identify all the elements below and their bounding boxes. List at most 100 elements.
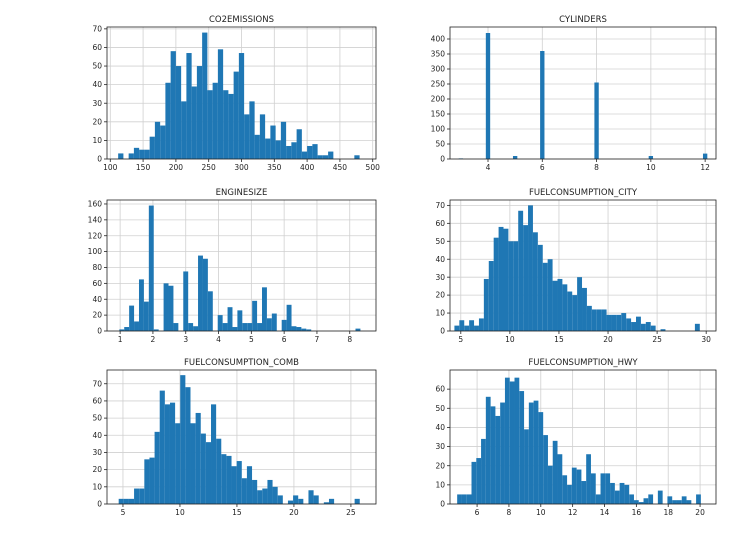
y-tick-label: 10 bbox=[92, 136, 102, 145]
x-tick-label: 500 bbox=[366, 163, 381, 172]
y-tick-label: 0 bbox=[97, 500, 102, 509]
axes-frame bbox=[449, 26, 717, 160]
y-tick-label: 60 bbox=[92, 279, 102, 288]
histogram-bar bbox=[469, 320, 475, 331]
histogram-bar bbox=[222, 323, 228, 331]
subplot-title: CO2EMISSIONS bbox=[209, 15, 274, 25]
y-tick-label: 350 bbox=[431, 50, 446, 59]
histogram-bar bbox=[495, 415, 501, 504]
y-tick-label: 10 bbox=[92, 482, 102, 491]
histogram-bar bbox=[454, 325, 460, 331]
histogram-bar bbox=[657, 490, 663, 504]
histogram-bar bbox=[307, 145, 313, 159]
histogram-bar bbox=[232, 327, 238, 331]
histogram-bar bbox=[272, 486, 278, 504]
y-tick-label: 50 bbox=[435, 140, 445, 149]
histogram-bar bbox=[207, 90, 213, 159]
y-tick-label: 100 bbox=[88, 247, 103, 256]
histogram-bar bbox=[175, 423, 181, 504]
y-tick-label: 120 bbox=[88, 231, 103, 240]
x-tick-label: 200 bbox=[169, 163, 184, 172]
histogram-bar bbox=[459, 320, 465, 331]
histogram-bar bbox=[621, 313, 627, 331]
y-tick-label: 40 bbox=[435, 423, 445, 432]
histogram-bar bbox=[169, 402, 176, 504]
histogram-bar bbox=[547, 259, 553, 331]
histogram-bar bbox=[538, 412, 544, 504]
histogram-bar bbox=[233, 71, 239, 159]
y-tick-label: 80 bbox=[92, 263, 102, 272]
histogram-bar bbox=[513, 241, 519, 331]
histogram-bar bbox=[524, 429, 529, 504]
histogram-bar bbox=[328, 151, 334, 159]
x-tick-label: 5 bbox=[458, 335, 463, 344]
histogram-bar bbox=[543, 435, 548, 504]
histogram-bar bbox=[594, 82, 599, 159]
histogram-bar bbox=[149, 136, 155, 159]
histogram-bar bbox=[144, 459, 150, 504]
x-tick-label: 16 bbox=[632, 508, 642, 517]
x-tick-label: 20 bbox=[289, 508, 299, 517]
x-tick-label: 5 bbox=[249, 335, 254, 344]
histogram-bar bbox=[244, 114, 250, 159]
histogram-bar bbox=[186, 53, 192, 159]
x-tick-label: 1 bbox=[118, 335, 123, 344]
histogram-bar bbox=[231, 466, 237, 504]
histogram-bar bbox=[610, 482, 615, 504]
histogram-bar bbox=[168, 285, 174, 331]
histogram-bar bbox=[118, 153, 124, 159]
histogram-bar bbox=[481, 438, 486, 504]
histogram-bar bbox=[265, 138, 271, 159]
histogram-bar bbox=[572, 295, 578, 331]
histogram-bar bbox=[119, 329, 125, 331]
histogram-bar bbox=[128, 153, 134, 159]
x-tick-label: 10 bbox=[505, 335, 515, 344]
y-tick-label: 100 bbox=[431, 125, 446, 134]
histogram-bar bbox=[552, 440, 558, 504]
histogram-bar bbox=[170, 51, 176, 159]
histogram-bar bbox=[523, 225, 529, 331]
histogram-bar bbox=[614, 490, 620, 504]
histogram-bar bbox=[277, 495, 283, 504]
x-tick-label: 5 bbox=[121, 508, 126, 517]
histogram-bar bbox=[504, 377, 510, 504]
x-tick-label: 12 bbox=[568, 508, 578, 517]
histogram-bar bbox=[226, 455, 232, 504]
histogram-bar bbox=[296, 129, 302, 159]
y-tick-label: 20 bbox=[435, 461, 445, 470]
subplot-title: ENGINESIZE bbox=[216, 188, 268, 198]
histogram-bar bbox=[242, 323, 248, 331]
histogram-bar bbox=[198, 255, 203, 331]
histogram-bar bbox=[660, 329, 666, 331]
histogram-bar bbox=[205, 442, 212, 504]
histogram-bar bbox=[144, 149, 150, 159]
histogram-bar bbox=[133, 147, 140, 159]
histogram-bar bbox=[291, 326, 297, 331]
histogram-bar bbox=[139, 149, 145, 159]
histogram-bar bbox=[148, 205, 154, 331]
y-tick-label: 50 bbox=[92, 62, 102, 71]
histogram-bar bbox=[317, 155, 323, 159]
histogram-bar bbox=[567, 484, 572, 504]
y-tick-label: 30 bbox=[92, 448, 102, 457]
histogram-bar bbox=[488, 261, 494, 331]
histogram-bar bbox=[247, 323, 253, 331]
histogram-bar bbox=[645, 322, 651, 331]
histogram-bar bbox=[181, 101, 187, 159]
histogram-bar bbox=[640, 323, 646, 331]
y-tick-label: 0 bbox=[97, 155, 102, 164]
y-tick-label: 30 bbox=[435, 273, 445, 282]
histogram-bar bbox=[696, 494, 701, 504]
histogram-bar bbox=[667, 496, 673, 504]
x-tick-label: 10 bbox=[175, 508, 185, 517]
y-tick-label: 0 bbox=[97, 327, 102, 336]
y-tick-label: 20 bbox=[92, 311, 102, 320]
histogram-bar bbox=[512, 156, 518, 159]
histogram-bar bbox=[457, 494, 462, 504]
y-tick-label: 50 bbox=[435, 237, 445, 246]
histogram-bar bbox=[123, 498, 129, 504]
histogram-bar bbox=[216, 438, 222, 504]
y-tick-label: 400 bbox=[431, 35, 446, 44]
histogram-bar bbox=[650, 325, 656, 331]
histogram-bar bbox=[606, 314, 612, 331]
